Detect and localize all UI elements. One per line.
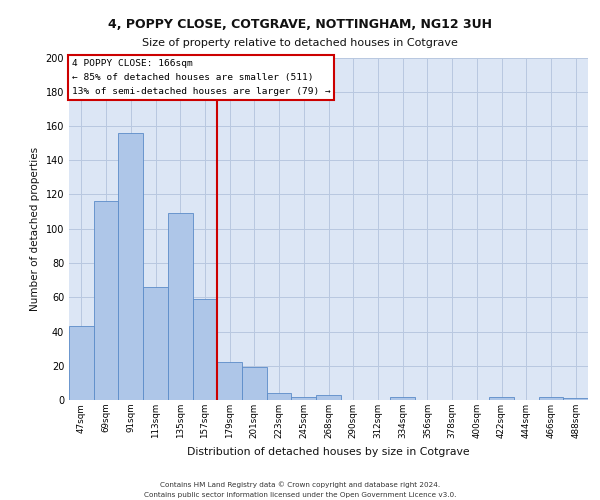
Bar [489,396,514,400]
Bar [143,287,168,400]
Text: 4, POPPY CLOSE, COTGRAVE, NOTTINGHAM, NG12 3UH: 4, POPPY CLOSE, COTGRAVE, NOTTINGHAM, NG… [108,18,492,30]
Bar [242,368,267,400]
Bar [390,396,415,400]
Bar [292,396,316,400]
Bar [69,326,94,400]
Text: Contains HM Land Registry data © Crown copyright and database right 2024.
Contai: Contains HM Land Registry data © Crown c… [144,482,456,498]
Bar [316,395,341,400]
Y-axis label: Number of detached properties: Number of detached properties [30,146,40,311]
Text: Size of property relative to detached houses in Cotgrave: Size of property relative to detached ho… [142,38,458,48]
Bar [217,362,242,400]
Bar [539,396,563,400]
X-axis label: Distribution of detached houses by size in Cotgrave: Distribution of detached houses by size … [187,446,470,456]
Bar [193,299,217,400]
Bar [267,393,292,400]
Bar [563,398,588,400]
Text: 4 POPPY CLOSE: 166sqm
← 85% of detached houses are smaller (511)
13% of semi-det: 4 POPPY CLOSE: 166sqm ← 85% of detached … [71,59,331,96]
Bar [94,202,118,400]
Bar [118,133,143,400]
Bar [168,214,193,400]
